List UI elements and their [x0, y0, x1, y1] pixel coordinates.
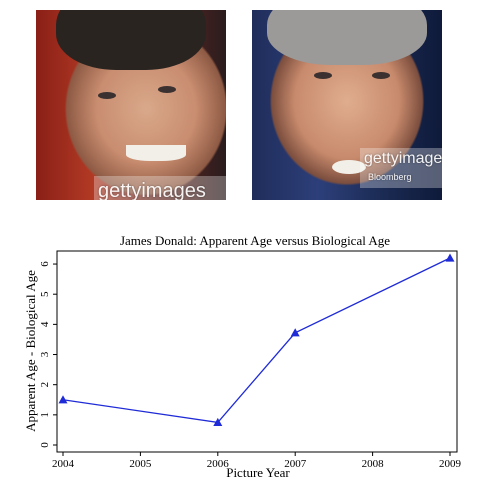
watermark-backdrop	[94, 176, 226, 200]
x-tick-label: 2008	[362, 458, 385, 470]
hair-shape	[267, 10, 427, 65]
data-point-marker	[290, 328, 300, 337]
y-axis-label: Apparent Age - Biological Age	[23, 270, 38, 432]
data-point-marker	[213, 417, 223, 426]
y-tick-label: 0	[39, 442, 51, 448]
getty-watermark: gettyimages	[364, 150, 442, 167]
y-tick-label: 2	[39, 382, 51, 388]
smile	[126, 145, 186, 161]
right-eye	[372, 72, 390, 79]
getty-watermark: gettyimages	[98, 180, 206, 200]
hair-shape	[56, 10, 206, 70]
watermark-backdrop	[360, 148, 442, 188]
x-tick-label: 2007	[284, 458, 307, 470]
x-tick-label: 2009	[439, 458, 462, 470]
photo-left: gettyimages	[36, 10, 226, 200]
y-tick-label: 5	[39, 291, 51, 297]
y-tick-label: 3	[39, 351, 51, 357]
left-eye	[98, 92, 116, 99]
photo-right: gettyimages Bloomberg	[252, 10, 442, 200]
mouth	[332, 160, 366, 174]
series-group	[58, 253, 455, 426]
data-point-marker	[58, 395, 68, 404]
y-tick-label: 1	[39, 412, 51, 418]
y-tick-label: 4	[39, 321, 51, 327]
x-tick-label: 2005	[129, 458, 152, 470]
bloomberg-caption: Bloomberg	[368, 172, 412, 182]
data-point-marker	[445, 253, 455, 262]
chart-svg: James Donald: Apparent Age versus Biolog…	[23, 233, 462, 480]
x-tick-label: 2006	[207, 458, 230, 470]
y-tick-label: 6	[39, 261, 51, 267]
chart-title: James Donald: Apparent Age versus Biolog…	[120, 233, 390, 248]
right-eye	[158, 86, 176, 93]
series-line	[62, 257, 451, 424]
left-eye	[314, 72, 332, 79]
x-axis-label: Picture Year	[226, 465, 290, 480]
plot-frame	[56, 250, 458, 453]
chart: James Donald: Apparent Age versus Biolog…	[0, 228, 482, 493]
x-tick-label: 2004	[52, 458, 75, 470]
axis-ticks: 2004 2005 2006 2007 2008 2009 0 1 2 3 4 5 6	[39, 261, 462, 470]
